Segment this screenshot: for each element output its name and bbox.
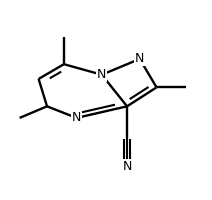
Text: N: N <box>122 160 132 173</box>
Text: N: N <box>97 68 106 81</box>
Text: N: N <box>72 111 81 124</box>
Text: N: N <box>135 52 144 65</box>
